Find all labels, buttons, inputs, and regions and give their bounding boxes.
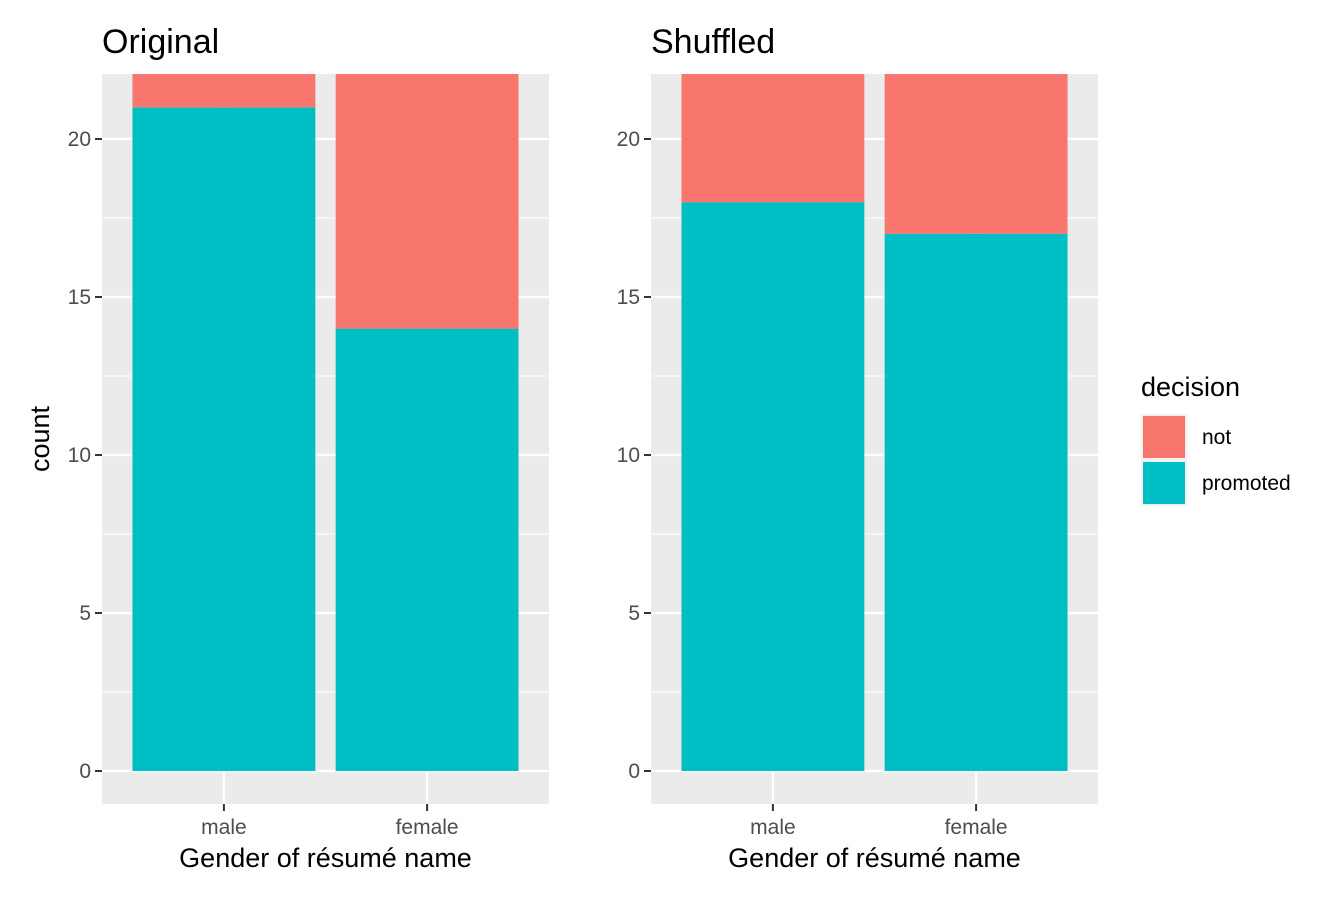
legend-label-promoted: promoted (1202, 472, 1291, 495)
bar-male-not (681, 74, 865, 203)
x-axis-label: Gender of résumé name (728, 843, 1021, 873)
bar-female-not (335, 74, 519, 329)
y-tick-label: 20 (68, 128, 91, 151)
panel-plot-area (102, 74, 549, 804)
bar-female-not (884, 74, 1068, 234)
chart-panel-1: 0 5 10 15 20 male female Original Gender of résu… (25, 23, 549, 873)
chart-panel-2: 0 5 10 15 20 male female Shuffled Gender of résu… (617, 23, 1098, 873)
y-axis-label: count (25, 405, 55, 472)
bar-male-promoted (132, 107, 316, 771)
y-tick-label: 5 (79, 602, 91, 625)
y-tick-label: 10 (617, 444, 640, 467)
y-tick-label: 0 (628, 760, 640, 783)
bar-male-not (132, 74, 316, 108)
bar-male-promoted (681, 202, 865, 771)
x-axis-label: Gender of résumé name (179, 843, 472, 873)
legend-label-not: not (1202, 426, 1231, 449)
legend-key-promoted (1143, 462, 1185, 504)
y-tick-label: 10 (68, 444, 91, 467)
bar-female-promoted (335, 328, 519, 771)
x-tick-label: female (945, 816, 1008, 839)
y-tick-label: 20 (617, 128, 640, 151)
x-tick-label: male (750, 816, 796, 839)
panels: 0 5 10 15 20 male female Original Gender of résu… (25, 23, 1098, 873)
panel-plot-area (651, 74, 1098, 804)
chart-title: Original (102, 23, 219, 61)
y-tick-label: 15 (617, 286, 640, 309)
chart-title: Shuffled (651, 23, 775, 61)
y-tick-label: 5 (628, 602, 640, 625)
bar-female-promoted (884, 233, 1068, 772)
legend-title: decision (1141, 372, 1240, 402)
y-tick-label: 15 (68, 286, 91, 309)
x-tick-label: male (201, 816, 247, 839)
legend: decision not promoted (1141, 372, 1291, 506)
legend-key-not (1143, 416, 1185, 458)
y-tick-label: 0 (79, 760, 91, 783)
x-tick-label: female (396, 816, 459, 839)
